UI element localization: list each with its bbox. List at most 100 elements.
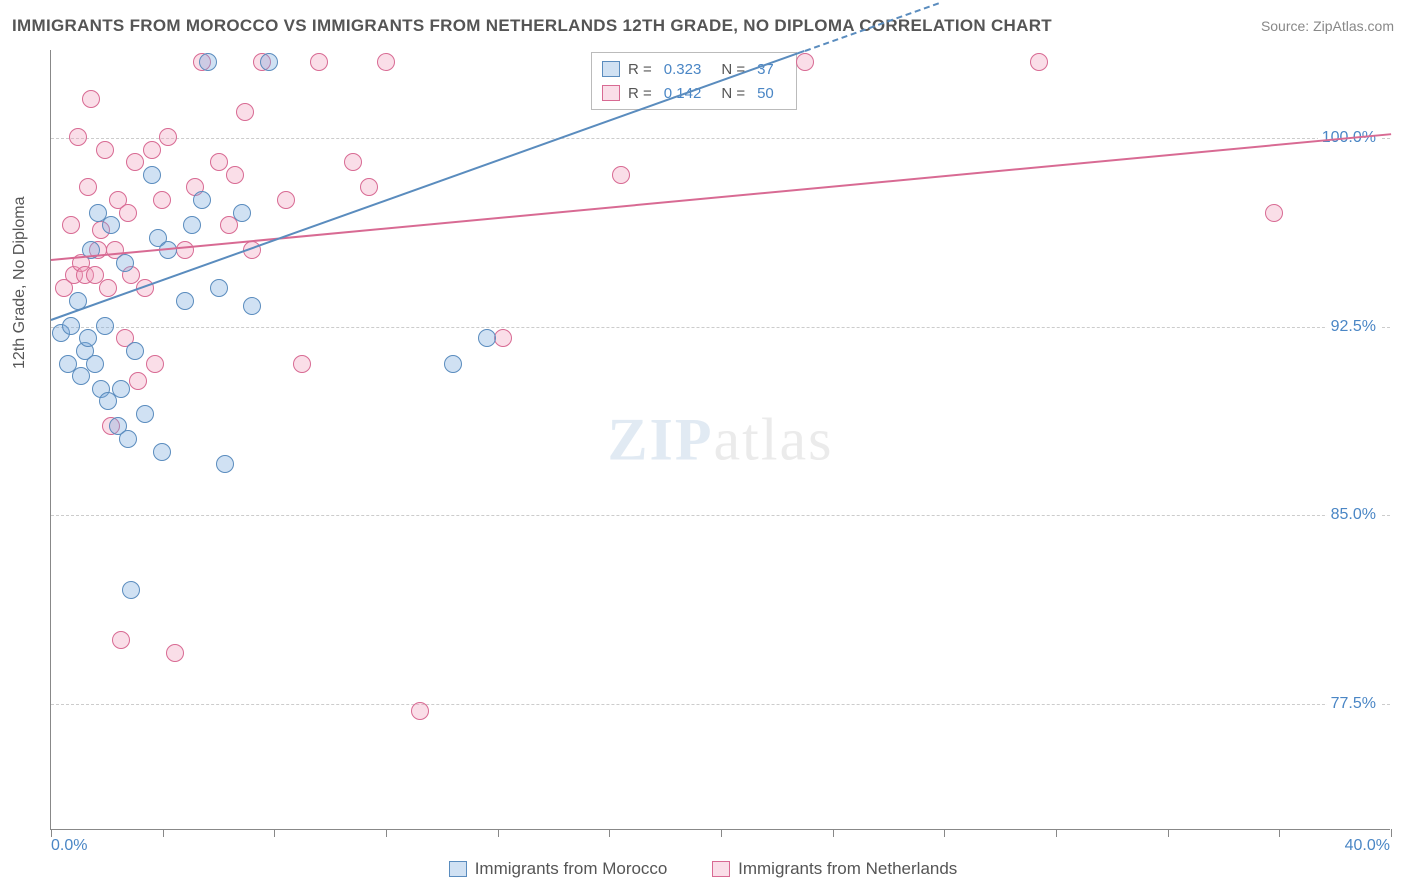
swatch-netherlands [602,85,620,101]
scatter-point-morocco [143,166,161,184]
x-tick [1056,829,1057,837]
watermark: ZIPatlas [608,405,834,474]
scatter-point-morocco [102,216,120,234]
x-tick [386,829,387,837]
scatter-point-netherlands [293,355,311,373]
scatter-point-morocco [96,317,114,335]
legend-label-morocco: Immigrants from Morocco [475,859,668,879]
legend-row-netherlands: R = 0.142 N = 50 [602,81,786,105]
x-tick [163,829,164,837]
scatter-point-morocco [183,216,201,234]
scatter-point-netherlands [166,644,184,662]
scatter-point-netherlands [1265,204,1283,222]
scatter-point-netherlands [126,153,144,171]
x-tick [721,829,722,837]
scatter-point-morocco [243,297,261,315]
chart-header: IMMIGRANTS FROM MOROCCO VS IMMIGRANTS FR… [12,12,1394,40]
scatter-point-netherlands [210,153,228,171]
scatter-point-netherlands [146,355,164,373]
scatter-point-netherlands [119,204,137,222]
x-limit-right: 40.0% [1345,837,1390,855]
chart-source: Source: ZipAtlas.com [1261,18,1394,34]
legend-row-morocco: R = 0.323 N = 37 [602,57,786,81]
scatter-point-netherlands [1030,53,1048,71]
x-tick [944,829,945,837]
watermark-atlas: atlas [714,406,834,472]
scatter-point-morocco [79,329,97,347]
scatter-point-morocco [112,380,130,398]
x-tick [51,829,52,837]
legend-n-netherlands: 50 [757,85,774,102]
scatter-point-netherlands [236,103,254,121]
scatter-point-netherlands [344,153,362,171]
x-tick [274,829,275,837]
scatter-point-netherlands [159,128,177,146]
x-tick [1391,829,1392,837]
x-tick [1279,829,1280,837]
legend-r-label: R = [628,85,652,102]
trend-line [51,50,805,321]
scatter-point-morocco [62,317,80,335]
scatter-point-morocco [176,292,194,310]
y-tick-label: 92.5% [1327,318,1380,336]
scatter-point-netherlands [310,53,328,71]
scatter-point-morocco [122,581,140,599]
scatter-point-morocco [233,204,251,222]
scatter-point-netherlands [176,241,194,259]
trend-line [51,133,1391,261]
scatter-point-netherlands [411,702,429,720]
x-tick [1168,829,1169,837]
scatter-point-morocco [444,355,462,373]
scatter-point-morocco [126,342,144,360]
x-tick [498,829,499,837]
gridline [51,515,1390,516]
legend-r-label: R = [628,61,652,78]
y-axis-label: 12th Grade, No Diploma [11,196,29,369]
scatter-point-netherlands [796,53,814,71]
scatter-point-morocco [116,254,134,272]
scatter-point-morocco [216,455,234,473]
scatter-point-morocco [119,430,137,448]
x-tick [609,829,610,837]
scatter-point-netherlands [360,178,378,196]
correlation-legend: R = 0.323 N = 37 R = 0.142 N = 50 [591,52,797,110]
series-legend: Immigrants from Morocco Immigrants from … [0,859,1406,882]
scatter-point-netherlands [143,141,161,159]
scatter-point-netherlands [79,178,97,196]
scatter-point-morocco [260,53,278,71]
gridline [51,327,1390,328]
scatter-point-morocco [478,329,496,347]
watermark-zip: ZIP [608,406,714,472]
scatter-point-netherlands [612,166,630,184]
scatter-point-morocco [210,279,228,297]
scatter-point-netherlands [226,166,244,184]
scatter-point-morocco [136,405,154,423]
legend-n-label: N = [721,85,745,102]
legend-r-morocco: 0.323 [664,61,702,78]
scatter-point-morocco [86,355,104,373]
scatter-point-netherlands [129,372,147,390]
scatter-plot-area: ZIPatlas R = 0.323 N = 37 R = 0.142 N = … [50,50,1390,830]
legend-label-netherlands: Immigrants from Netherlands [738,859,957,879]
scatter-point-netherlands [99,279,117,297]
gridline [51,704,1390,705]
scatter-point-netherlands [82,90,100,108]
scatter-point-morocco [199,53,217,71]
gridline [51,138,1390,139]
y-tick-label: 77.5% [1327,695,1380,713]
x-limit-left: 0.0% [51,837,87,855]
scatter-point-netherlands [69,128,87,146]
scatter-point-netherlands [153,191,171,209]
scatter-point-netherlands [112,631,130,649]
x-tick [833,829,834,837]
legend-item-netherlands: Immigrants from Netherlands [712,859,957,879]
legend-item-morocco: Immigrants from Morocco [449,859,668,879]
swatch-netherlands [712,861,730,877]
scatter-point-netherlands [96,141,114,159]
scatter-point-netherlands [277,191,295,209]
scatter-point-morocco [193,191,211,209]
scatter-point-morocco [153,443,171,461]
swatch-morocco [602,61,620,77]
scatter-point-netherlands [494,329,512,347]
y-tick-label: 85.0% [1327,506,1380,524]
